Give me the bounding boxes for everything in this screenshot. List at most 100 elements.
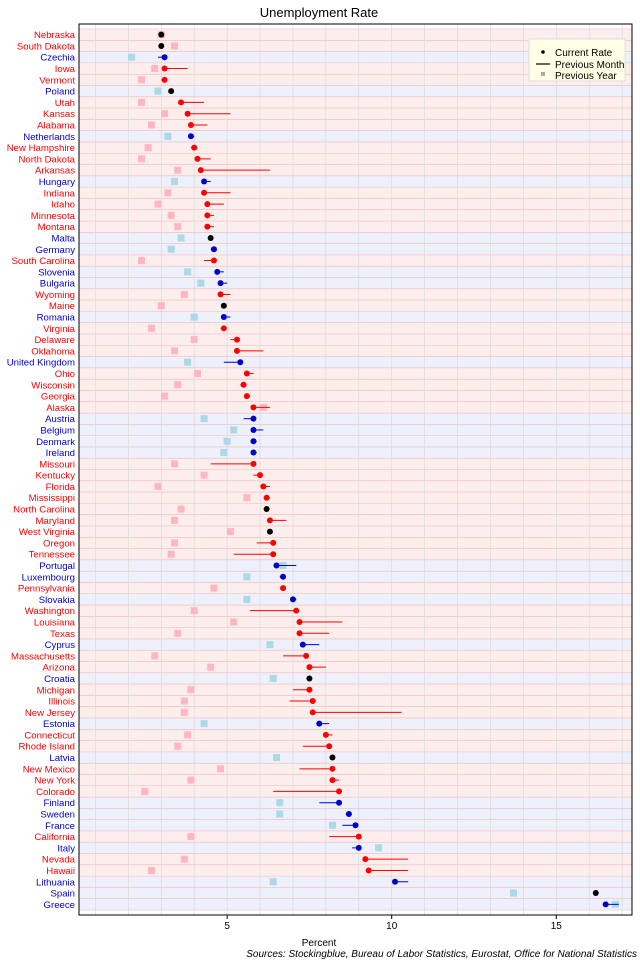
row-band [79,164,632,176]
prev-year-marker [328,821,336,829]
current-rate-dot [217,280,224,287]
row-band [79,638,632,651]
row-band [79,492,632,504]
prev-year-marker [141,787,149,795]
prev-year-marker [167,211,175,219]
row-label: Netherlands [23,132,75,143]
row-band [79,187,632,199]
current-rate-dot [306,664,313,671]
prev-year-marker [220,449,228,457]
x-tick-label: 10 [386,921,398,932]
current-rate-dot [250,415,257,422]
current-rate-dot [322,731,329,738]
row-label: Wyoming [35,290,75,301]
row-band [79,684,632,696]
current-rate-dot [178,99,185,106]
row-band [79,729,632,741]
prev-year-marker [174,629,182,637]
current-rate-dot [161,76,168,83]
row-band [79,661,632,673]
row-band [79,774,632,786]
prev-year-marker [147,324,155,332]
current-rate-dot [168,88,175,95]
prev-year-marker [190,607,198,615]
prev-year-marker [174,742,182,750]
prev-year-marker [273,754,280,762]
row-label: Vermont [39,75,75,86]
row-label: Indiana [44,188,76,199]
row-label: Germany [36,245,76,256]
prev-year-marker [210,584,218,592]
row-label: Maryland [36,516,75,527]
prev-year-marker [269,878,277,886]
row-band [79,29,632,41]
row-label: Louisiana [34,617,76,628]
current-rate-dot [362,856,369,863]
current-rate-dot [306,675,313,682]
row-band [79,785,632,798]
row-label: Georgia [41,392,76,403]
row-band [79,153,632,165]
row-label: Alabama [37,121,76,132]
row-band [79,435,632,447]
current-rate-dot [243,370,250,377]
prev-year-marker [170,42,178,50]
row-band [79,254,632,267]
prev-year-marker [164,189,172,197]
prev-year-marker [170,516,178,524]
prev-year-marker [180,708,188,716]
current-rate-dot [336,799,343,806]
row-label: Portugal [39,561,75,572]
row-band [79,537,632,549]
prev-year-marker [161,110,169,118]
current-rate-dot [220,302,227,309]
prev-year-marker [187,686,195,694]
row-label: Ohio [55,369,75,380]
current-rate-dot [309,709,316,716]
row-label: Hawaii [46,866,75,877]
row-label: Italy [57,843,75,854]
row-label: Michigan [37,685,75,696]
x-axis-label: Percent [302,938,337,949]
row-band [79,333,632,346]
row-band [79,175,632,188]
row-band [79,695,632,707]
prev-year-marker [138,98,146,106]
row-label: South Carolina [12,256,76,267]
row-label: Connecticut [24,730,75,741]
current-rate-dot [602,901,609,908]
prev-year-marker [200,471,208,479]
current-rate-dot [296,618,303,625]
row-band [79,390,632,402]
row-band [79,40,632,52]
row-band [79,288,632,301]
prev-year-marker [157,302,165,310]
prev-year-marker [217,765,225,773]
grid-lines [79,24,632,915]
row-label: Luxembourg [22,572,75,583]
row-band [79,571,632,583]
prev-year-marker [276,810,284,818]
row-band [79,62,632,75]
row-band [79,311,632,323]
current-rate-dot [250,426,257,433]
row-band [79,108,632,120]
row-label: West Virginia [19,527,76,538]
row-band [79,898,632,910]
prev-year-marker [375,844,383,852]
row-label: Mississippi [29,493,75,504]
row-label: Estonia [43,719,76,730]
current-rate-dot [201,178,208,185]
row-label: Rhode Island [18,742,75,753]
row-label: Malta [52,233,76,244]
row-label: Kentucky [36,471,76,482]
row-label: Bulgaria [40,279,76,290]
row-label: Texas [50,629,75,640]
current-rate-dot [260,483,267,490]
row-band [79,356,632,368]
current-rate-dot [217,291,224,298]
prev-year-marker [138,257,146,265]
current-rate-dot [207,234,214,241]
current-rate-dot [220,325,227,332]
